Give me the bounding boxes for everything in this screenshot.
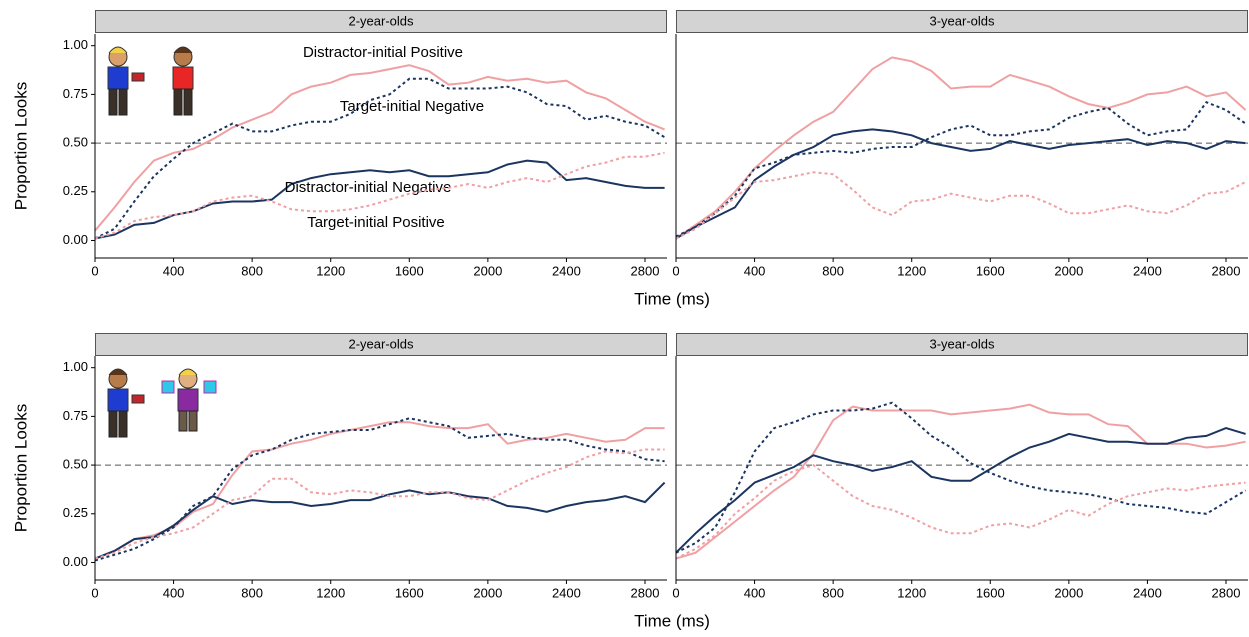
y-axis-title: Proportion Looks — [11, 82, 30, 211]
strip — [676, 10, 1248, 33]
x-tick-label: 2800 — [631, 263, 660, 278]
x-tick-label: 0 — [91, 585, 98, 600]
series-line — [675, 128, 1246, 240]
y-tick-label: 0.25 — [63, 183, 88, 198]
strip — [676, 333, 1248, 356]
x-tick-label: 2800 — [1212, 585, 1241, 600]
y-tick-label: 0.75 — [63, 408, 88, 423]
y-tick-label: 0.25 — [63, 505, 88, 520]
x-tick-label: 2000 — [1054, 263, 1083, 278]
series-line — [675, 100, 1247, 238]
x-tick-label: 0 — [672, 263, 679, 278]
x-tick-label: 800 — [241, 263, 263, 278]
x-tick-label: 2400 — [552, 585, 581, 600]
character-icon — [107, 46, 145, 116]
y-axis-title: Proportion Looks — [11, 404, 30, 533]
strip-title: 2-year-olds — [348, 336, 414, 351]
y-tick-label: 0.50 — [63, 135, 88, 150]
x-tick-label: 400 — [744, 585, 766, 600]
series-annotation: Target-initial Negative — [340, 98, 484, 115]
y-tick-label: 1.00 — [63, 37, 88, 52]
x-tick-label: 1200 — [897, 263, 926, 278]
x-tick-label: 400 — [744, 263, 766, 278]
y-tick-label: 1.00 — [63, 359, 88, 374]
strip-title: 2-year-olds — [348, 13, 414, 28]
x-tick-label: 2000 — [473, 585, 502, 600]
strip-title: 3-year-olds — [929, 336, 995, 351]
x-tick-label: 2000 — [473, 263, 502, 278]
y-tick-label: 0.00 — [63, 232, 88, 247]
x-tick-label: 2800 — [1212, 263, 1241, 278]
x-tick-label: 1200 — [897, 585, 926, 600]
series-line — [94, 481, 666, 560]
x-tick-label: 0 — [91, 263, 98, 278]
series-line — [94, 421, 665, 560]
series-line — [675, 56, 1247, 240]
x-axis-title: Time (ms) — [634, 289, 710, 308]
x-tick-label: 2800 — [631, 585, 660, 600]
x-tick-label: 800 — [241, 585, 263, 600]
x-tick-label: 2000 — [1054, 585, 1083, 600]
character-icons-bottom — [107, 368, 217, 438]
character-icon — [161, 368, 217, 432]
strip — [95, 333, 667, 356]
x-tick-label: 2400 — [1133, 263, 1162, 278]
series-line — [675, 401, 1247, 554]
series-line — [94, 151, 665, 240]
x-tick-label: 800 — [822, 263, 844, 278]
x-tick-label: 1600 — [395, 263, 424, 278]
series-line — [94, 77, 666, 240]
x-tick-label: 1600 — [976, 263, 1005, 278]
y-tick-label: 0.00 — [63, 554, 88, 569]
x-tick-label: 1600 — [395, 585, 424, 600]
series-line — [675, 463, 1246, 560]
x-tick-label: 1200 — [316, 585, 345, 600]
series-line — [675, 427, 1246, 554]
series-line — [94, 417, 665, 562]
x-tick-label: 400 — [163, 585, 185, 600]
x-axis-title: Time (ms) — [634, 611, 710, 630]
x-tick-label: 400 — [163, 263, 185, 278]
x-tick-label: 2400 — [552, 263, 581, 278]
strip-title: 3-year-olds — [929, 13, 995, 28]
series-line — [675, 171, 1247, 240]
series-annotation: Distractor-initial Negative — [285, 179, 452, 196]
y-tick-label: 0.50 — [63, 457, 88, 472]
series-annotation: Target-initial Positive — [307, 214, 445, 231]
x-tick-label: 800 — [822, 585, 844, 600]
x-tick-label: 1600 — [976, 585, 1005, 600]
x-tick-label: 1200 — [316, 263, 345, 278]
x-tick-label: 0 — [672, 585, 679, 600]
series-line — [94, 64, 665, 232]
character-icons-top — [107, 46, 194, 116]
series-line — [94, 159, 665, 240]
character-icon — [172, 46, 194, 116]
character-icon — [107, 368, 145, 438]
y-tick-label: 0.75 — [63, 86, 88, 101]
x-tick-label: 2400 — [1133, 585, 1162, 600]
strip — [95, 10, 667, 33]
series-annotation: Distractor-initial Positive — [303, 44, 463, 61]
